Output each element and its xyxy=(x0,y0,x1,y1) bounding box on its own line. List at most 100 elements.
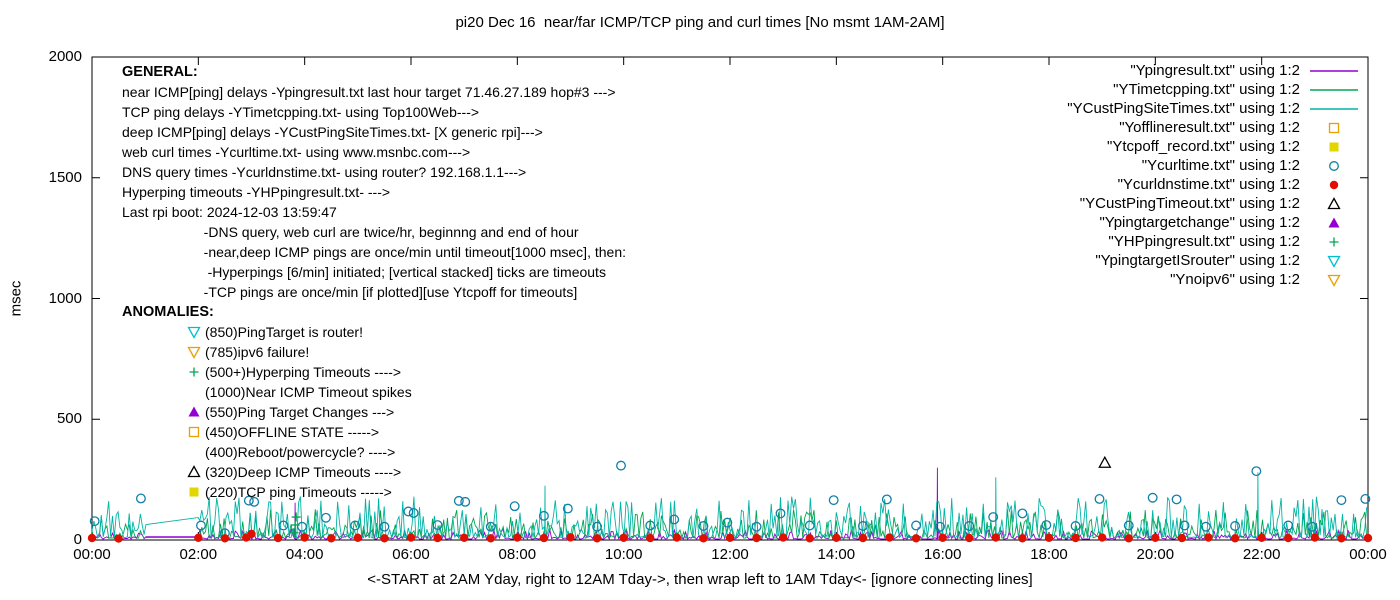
anomaly-lines: (850)PingTarget is router! (785)ipv6 fail… xyxy=(122,322,412,502)
series-Ycurldnstime.txt xyxy=(87,529,1373,543)
square-open-anomaly-icon xyxy=(188,426,200,438)
legend-label: "Ycurltime.txt" using 1:2 xyxy=(1141,157,1300,174)
anomaly-item: (320)Deep ICMP Timeouts ----> xyxy=(186,462,412,482)
x-tick-label: 00:00 xyxy=(73,546,111,563)
circle-open-legend-icon xyxy=(1329,160,1339,171)
x-tick-label: 10:00 xyxy=(604,546,643,563)
plus-anomaly-icon xyxy=(189,367,199,377)
general-line: DNS query times -Ycurldnstime.txt- using… xyxy=(122,164,527,180)
anomaly-text: (400)Reboot/powercycle? ----> xyxy=(205,444,396,460)
y-axis-label: msec xyxy=(7,280,25,317)
blank-anomaly-icon xyxy=(186,384,202,400)
general-heading: GENERAL: xyxy=(122,64,198,80)
legend-entry: "YCustPingSiteTimes.txt" using 1:2 xyxy=(930,99,1362,118)
x-tick-label: 06:00 xyxy=(392,546,430,563)
tri-down-open-legend-icon xyxy=(1327,274,1341,287)
legend-entry: "YpingtargetISrouter" using 1:2 xyxy=(930,251,1362,270)
y-tick-label: 2000 xyxy=(48,48,82,65)
legend-label: "Ytcpoff_record.txt" using 1:2 xyxy=(1107,138,1300,155)
legend-label: "Ypingresult.txt" using 1:2 xyxy=(1130,62,1300,79)
legend-entry: "Yofflineresult.txt" using 1:2 xyxy=(930,118,1362,137)
legend-entry: "Ypingtargetchange" using 1:2 xyxy=(930,213,1362,232)
anomalies-block: ANOMALIES: (850)PingTarget is router! (78… xyxy=(122,302,412,502)
anomaly-text: (850)PingTarget is router! xyxy=(205,324,363,340)
legend-entry: "YTimetcpping.txt" using 1:2 xyxy=(930,80,1362,99)
anomaly-item: (500+)Hyperping Timeouts ----> xyxy=(186,362,412,382)
plus-legend-icon xyxy=(1329,237,1339,246)
legend-entry: "Ytcpoff_record.txt" using 1:2 xyxy=(930,137,1362,156)
blank-anomaly-icon xyxy=(186,444,202,460)
anomaly-text: (550)Ping Target Changes ---> xyxy=(205,404,395,420)
anomaly-item: (400)Reboot/powercycle? ----> xyxy=(186,442,412,462)
general-line: -near,deep ICMP pings are once/min until… xyxy=(122,244,626,260)
general-line: -TCP pings are once/min [if plotted][use… xyxy=(122,284,578,300)
general-line: -DNS query, web curl are twice/hr, begin… xyxy=(122,224,579,240)
legend-label: "YCustPingSiteTimes.txt" using 1:2 xyxy=(1067,100,1300,117)
series-YCustPingTimeout.txt xyxy=(1098,455,1112,468)
general-line: -Hyperpings [6/min] initiated; [vertical… xyxy=(122,264,606,280)
tri-down-open-anomaly-icon xyxy=(187,326,201,339)
chart-title: pi20 Dec 16 near/far ICMP/TCP ping and c… xyxy=(455,14,945,31)
general-lines: near ICMP[ping] delays -Ypingresult.txt … xyxy=(122,82,626,302)
legend-entry: "Ycurldnstime.txt" using 1:2 xyxy=(930,175,1362,194)
line-legend-icon xyxy=(1310,88,1358,91)
legend-entry: "Ynoipv6" using 1:2 xyxy=(930,270,1362,289)
anomaly-item: (1000)Near ICMP Timeout spikes xyxy=(186,382,412,402)
tri-down-open-anomaly-icon xyxy=(187,346,201,359)
anomalies-heading: ANOMALIES: xyxy=(122,304,214,320)
general-line: Last rpi boot: 2024-12-03 13:59:47 xyxy=(122,204,337,220)
legend-label: "Yofflineresult.txt" using 1:2 xyxy=(1119,119,1300,136)
legend-label: "YCustPingTimeout.txt" using 1:2 xyxy=(1079,195,1300,212)
general-line: deep ICMP[ping] delays -YCustPingSiteTim… xyxy=(122,124,543,140)
y-tick-label: 1000 xyxy=(48,289,82,307)
triangle-filled-anomaly-icon xyxy=(188,406,200,417)
y-tick-label: 1500 xyxy=(48,168,82,186)
x-tick-label: 22:00 xyxy=(1242,546,1281,563)
x-tick-label: 12:00 xyxy=(711,546,749,563)
square-filled-legend-icon xyxy=(1329,142,1339,151)
x-tick-label: 02:00 xyxy=(179,546,218,563)
legend-label: "Ynoipv6" using 1:2 xyxy=(1170,271,1300,288)
y-tick-label: 500 xyxy=(56,410,82,428)
general-line: web curl times -Ycurltime.txt- using www… xyxy=(122,144,471,160)
circle-filled-legend-icon xyxy=(1329,180,1339,189)
legend-entry: "YCustPingTimeout.txt" using 1:2 xyxy=(930,194,1362,213)
legend-entry: "Ycurltime.txt" using 1:2 xyxy=(930,156,1362,175)
series-Ycurltime.txt xyxy=(89,460,1371,539)
x-tick-label: 18:00 xyxy=(1030,546,1068,563)
line-legend-icon xyxy=(1310,69,1358,72)
legend-label: "Ycurldnstime.txt" using 1:2 xyxy=(1117,176,1300,193)
anomaly-item: (220)TCP ping Timeouts -----> xyxy=(186,482,412,502)
x-tick-label: 00:00 xyxy=(1349,546,1387,563)
anomaly-item: (550)Ping Target Changes ---> xyxy=(186,402,412,422)
legend-entry: "Ypingresult.txt" using 1:2 xyxy=(930,61,1362,80)
series-YHPpingresult.txt xyxy=(289,512,301,538)
line-legend-icon xyxy=(1310,107,1358,110)
anomaly-text: (220)TCP ping Timeouts -----> xyxy=(205,484,392,500)
legend-label: "YHPpingresult.txt" using 1:2 xyxy=(1108,233,1300,250)
anomaly-text: (500+)Hyperping Timeouts ----> xyxy=(205,364,402,380)
anomaly-text: (1000)Near ICMP Timeout spikes xyxy=(205,384,412,400)
x-tick-label: 14:00 xyxy=(817,546,856,563)
legend-label: "YpingtargetISrouter" using 1:2 xyxy=(1095,252,1300,269)
general-block: GENERAL: near ICMP[ping] delays -Ypingre… xyxy=(122,62,626,302)
general-line: TCP ping delays -YTimetcpping.txt- using… xyxy=(122,104,480,120)
x-tick-label: 08:00 xyxy=(498,546,537,563)
triangle-open-legend-icon xyxy=(1327,196,1341,209)
legend-label: "Ypingtargetchange" using 1:2 xyxy=(1099,214,1300,231)
x-tick-label: 20:00 xyxy=(1136,546,1175,563)
triangle-filled-legend-icon xyxy=(1328,217,1340,227)
anomaly-item: (450)OFFLINE STATE -----> xyxy=(186,422,412,442)
x-axis-label: <-START at 2AM Yday, right to 12AM Tday-… xyxy=(367,571,1033,588)
anomaly-text: (785)ipv6 failure! xyxy=(205,344,310,360)
anomaly-text: (450)OFFLINE STATE -----> xyxy=(205,424,380,440)
general-line: Hyperping timeouts -YHPpingresult.txt- -… xyxy=(122,184,391,200)
tri-down-open-legend-icon xyxy=(1327,255,1341,268)
anomaly-item: (785)ipv6 failure! xyxy=(186,342,412,362)
anomaly-item: (850)PingTarget is router! xyxy=(186,322,412,342)
x-tick-label: 04:00 xyxy=(285,546,324,563)
square-filled-anomaly-icon xyxy=(189,487,199,497)
legend-label: "YTimetcpping.txt" using 1:2 xyxy=(1113,81,1300,98)
anomaly-text: (320)Deep ICMP Timeouts ----> xyxy=(205,464,402,480)
